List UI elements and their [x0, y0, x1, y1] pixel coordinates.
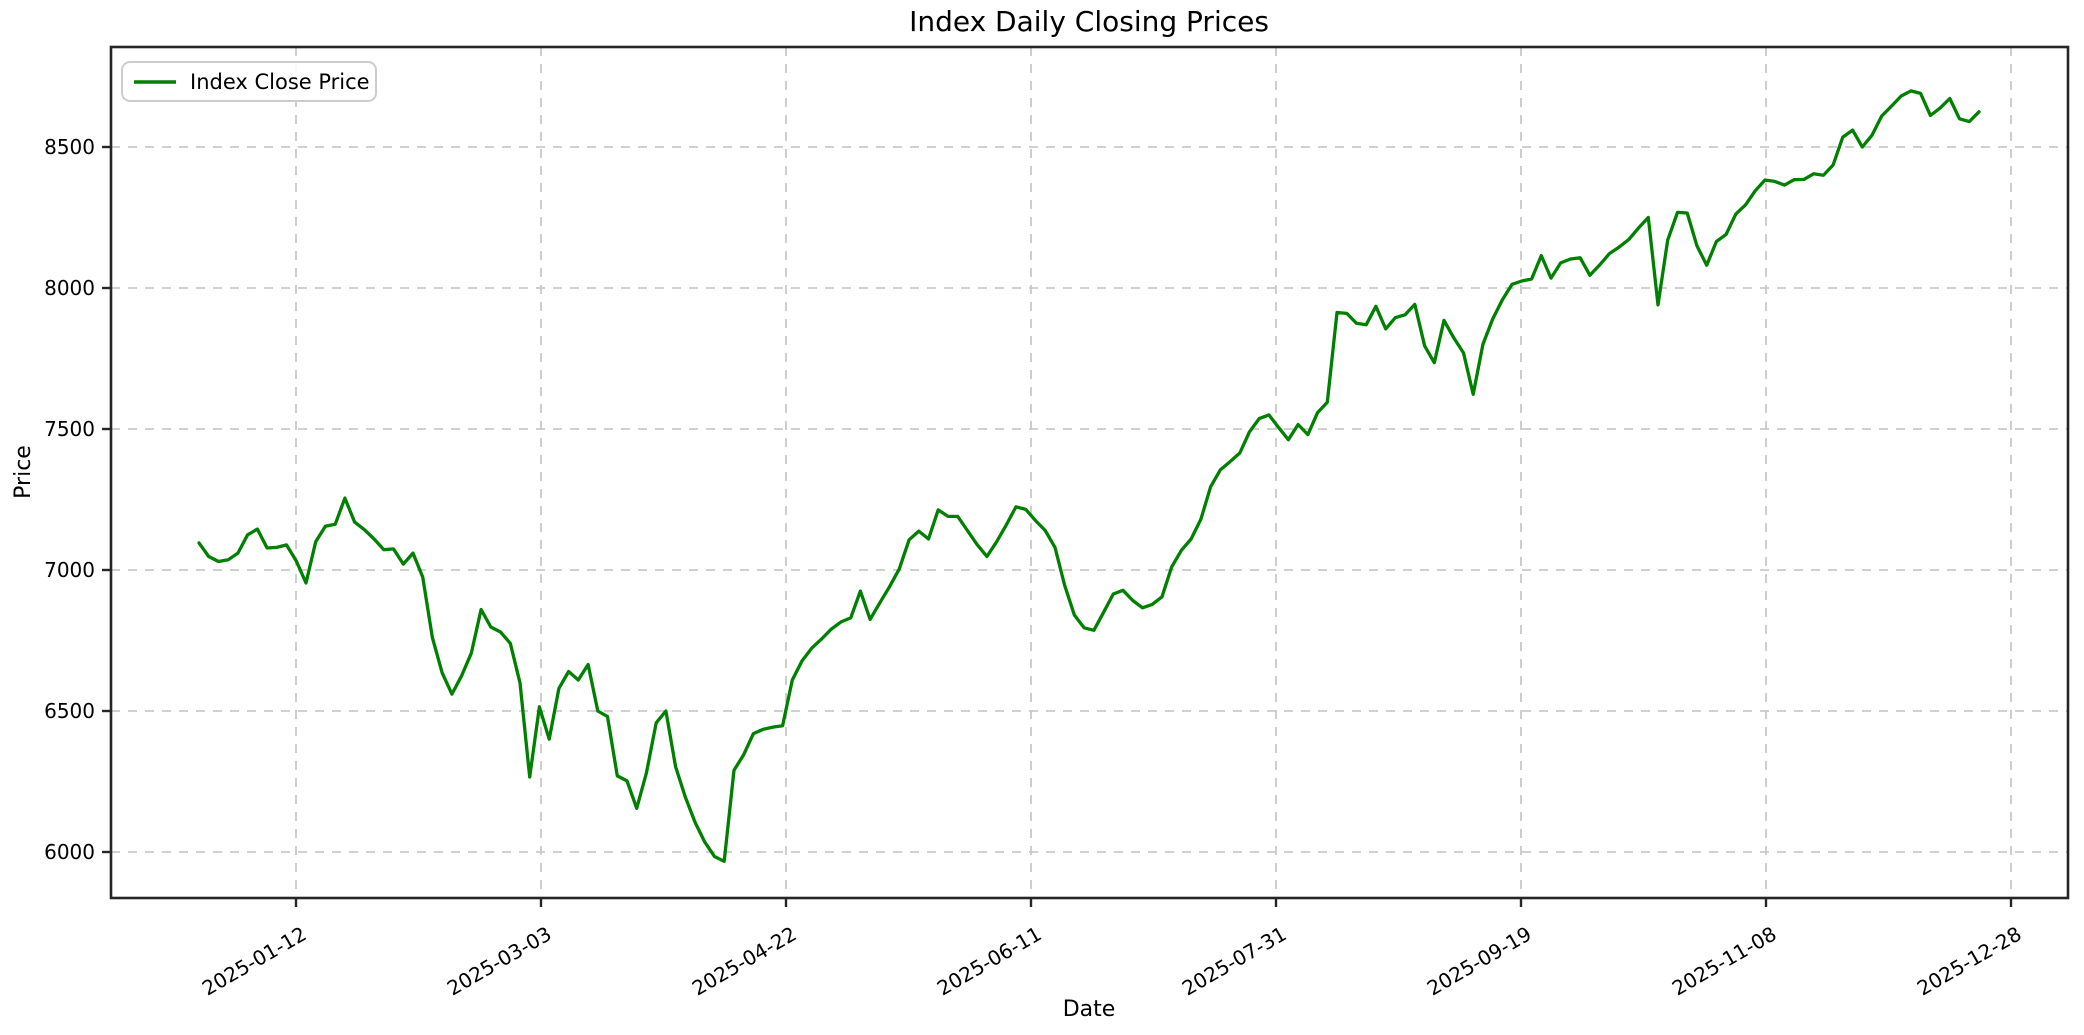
tick-labels: 6000 6500 7000 7500 8000 8500 2025-01-12 2025-0…	[44, 135, 2025, 1000]
x-tick-label: 2025-11-08	[1668, 922, 1781, 1001]
y-tick-label: 6500	[44, 699, 95, 723]
grid-lines	[111, 47, 2068, 898]
chart-title: Index Daily Closing Prices	[909, 5, 1269, 38]
x-tick-label: 2025-01-12	[198, 922, 311, 1001]
index-close-price-line	[197, 89, 1981, 863]
y-tick-label: 8500	[44, 135, 95, 159]
axes	[102, 45, 2070, 907]
x-tick-label: 2025-04-22	[688, 922, 801, 1001]
legend-box	[121, 61, 377, 102]
y-tick-label: 6000	[44, 840, 95, 864]
plot-border	[109, 45, 2070, 900]
x-tick-label: 2025-12-28	[1913, 922, 2026, 1001]
x-tick-label: 2025-06-11	[933, 922, 1046, 1001]
x-tick-label: 2025-07-31	[1178, 922, 1291, 1001]
x-tick-label: 2025-03-03	[443, 922, 556, 1001]
y-axis-label: Price	[11, 445, 36, 499]
x-axis-label: Date	[1063, 997, 1116, 1022]
y-tick-label: 7000	[44, 558, 95, 582]
price-line-series	[197, 89, 1981, 863]
y-tick-label: 7500	[44, 417, 95, 441]
legend: Index Close Price	[121, 61, 377, 102]
y-tick-label: 8000	[44, 276, 95, 300]
x-tick-label: 2025-09-19	[1423, 922, 1536, 1001]
legend-label: Index Close Price	[190, 70, 370, 94]
